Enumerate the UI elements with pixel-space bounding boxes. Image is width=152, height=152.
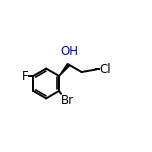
Polygon shape — [59, 64, 70, 76]
Text: Cl: Cl — [99, 63, 111, 76]
Text: F: F — [21, 69, 28, 83]
Text: Br: Br — [61, 94, 74, 107]
Text: OH: OH — [60, 45, 78, 58]
